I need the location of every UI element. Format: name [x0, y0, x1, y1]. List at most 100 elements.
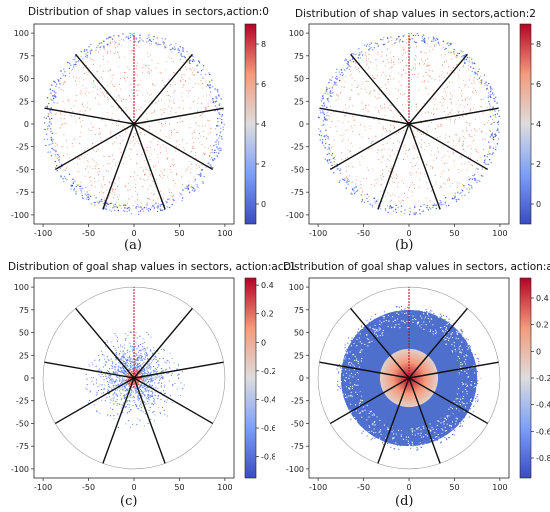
- data-point: [349, 75, 351, 77]
- data-point: [148, 71, 150, 73]
- data-point: [92, 91, 94, 93]
- data-point: [358, 54, 360, 56]
- data-point: [139, 365, 141, 367]
- data-point: [170, 83, 172, 86]
- data-point: [115, 401, 117, 403]
- data-point: [152, 205, 155, 208]
- data-point: [144, 379, 146, 381]
- data-point: [130, 362, 132, 364]
- data-point: [86, 153, 88, 155]
- data-point: [344, 104, 347, 106]
- data-point: [388, 207, 391, 209]
- data-point: [142, 338, 144, 340]
- data-point: [208, 81, 211, 83]
- data-point: [146, 370, 149, 372]
- data-point: [448, 44, 450, 47]
- data-point: [122, 378, 124, 380]
- data-point: [173, 362, 175, 364]
- data-point: [134, 345, 136, 347]
- data-point: [426, 131, 429, 133]
- data-point: [82, 79, 84, 81]
- data-point: [340, 151, 342, 154]
- data-point: [420, 133, 422, 135]
- data-point: [86, 160, 89, 162]
- data-point: [140, 364, 142, 366]
- data-point: [126, 349, 128, 352]
- data-point: [114, 392, 116, 395]
- data-point: [186, 168, 188, 170]
- data-point: [132, 423, 134, 425]
- data-point: [155, 372, 157, 374]
- data-point: [111, 365, 113, 367]
- data-point: [62, 123, 64, 125]
- data-point: [187, 95, 189, 97]
- data-point: [400, 119, 402, 121]
- data-point: [460, 155, 462, 157]
- data-point: [355, 419, 357, 421]
- data-point: [376, 435, 378, 437]
- data-point: [493, 138, 495, 141]
- data-point: [472, 140, 474, 142]
- data-point: [196, 184, 198, 186]
- data-point: [426, 206, 428, 209]
- panel-c: Distribution of goal shap values in sect…: [0, 256, 296, 512]
- data-point: [327, 146, 330, 148]
- data-point: [395, 177, 398, 180]
- data-point: [366, 56, 368, 58]
- data-point: [467, 156, 469, 158]
- data-point: [121, 379, 123, 381]
- data-point: [489, 153, 491, 155]
- data-point: [351, 77, 353, 79]
- data-point: [93, 404, 95, 406]
- data-point: [331, 157, 333, 159]
- data-point: [119, 56, 121, 58]
- data-point: [449, 98, 451, 100]
- data-point: [139, 83, 141, 85]
- data-point: [374, 424, 376, 426]
- data-point: [166, 206, 168, 208]
- data-point: [468, 69, 470, 71]
- data-point: [403, 212, 406, 215]
- data-point: [103, 178, 105, 180]
- data-point: [487, 95, 490, 97]
- data-point: [155, 368, 157, 371]
- data-point: [496, 121, 499, 124]
- data-point: [166, 202, 168, 204]
- data-point: [194, 178, 196, 181]
- data-point: [392, 206, 394, 209]
- data-point: [474, 174, 476, 176]
- data-point: [132, 404, 134, 407]
- data-point: [401, 320, 403, 322]
- data-point: [71, 142, 73, 145]
- data-point: [432, 428, 434, 430]
- data-point: [371, 204, 374, 206]
- data-point: [150, 185, 152, 187]
- data-point: [121, 382, 123, 384]
- data-point: [148, 207, 150, 210]
- data-point: [202, 116, 204, 118]
- data-point: [349, 65, 351, 68]
- data-point: [497, 128, 499, 130]
- data-point: [55, 112, 57, 114]
- data-point: [161, 370, 163, 372]
- data-point: [80, 121, 82, 123]
- data-point: [468, 77, 470, 79]
- data-point: [54, 160, 56, 163]
- data-point: [187, 185, 189, 187]
- data-point: [85, 53, 87, 55]
- data-point: [323, 104, 325, 106]
- data-point: [143, 369, 146, 371]
- data-point: [166, 399, 168, 401]
- data-point: [202, 65, 205, 67]
- data-point: [492, 114, 494, 117]
- data-point: [102, 392, 105, 394]
- data-point: [435, 44, 437, 46]
- data-point: [64, 82, 66, 84]
- data-point: [92, 63, 94, 65]
- data-point: [156, 370, 158, 373]
- data-point: [343, 387, 345, 389]
- data-point: [468, 86, 470, 88]
- data-point: [428, 144, 430, 146]
- data-point: [75, 181, 77, 183]
- data-point: [393, 182, 395, 184]
